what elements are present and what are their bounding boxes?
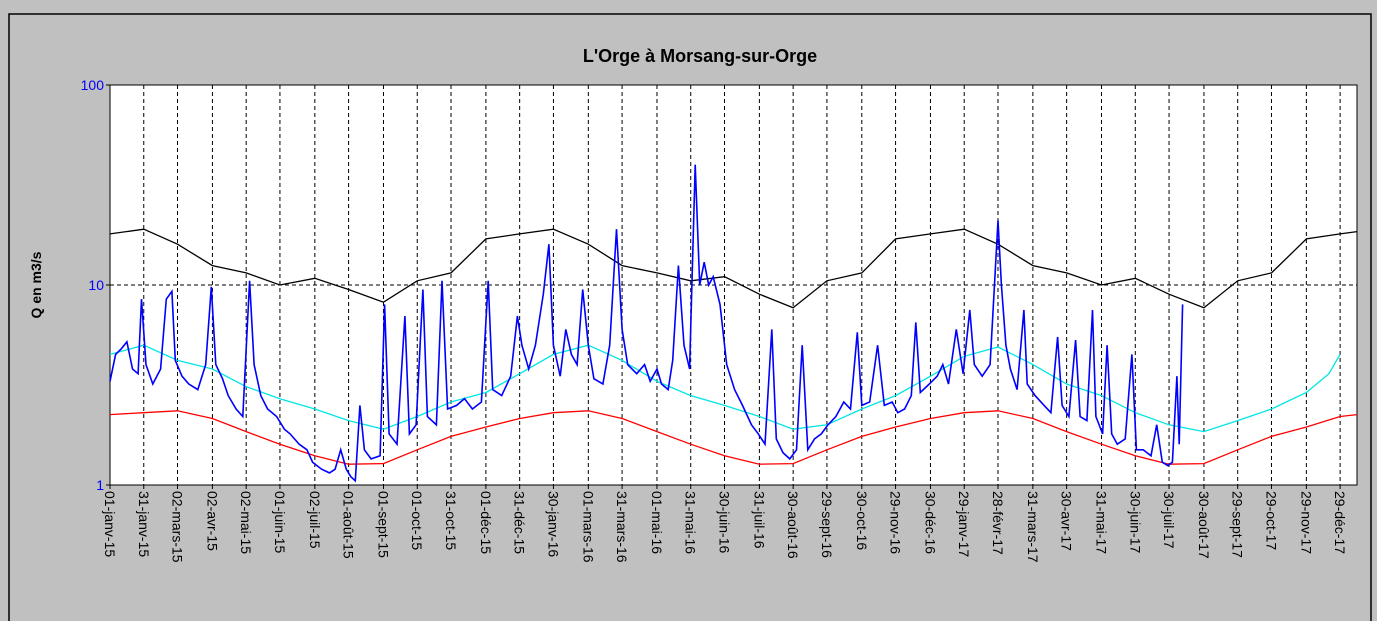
x-tick-label: 30-juil-17	[1161, 491, 1177, 549]
x-tick-label: 29-nov-16	[888, 491, 904, 554]
x-tick-label: 31-mai-16	[683, 491, 699, 554]
x-tick-label: 31-mars-17	[1025, 491, 1041, 563]
x-tick-label: 01-mars-16	[580, 491, 596, 563]
x-tick-label: 02-mai-15	[238, 491, 254, 554]
y-tick-label: 1	[96, 477, 104, 493]
x-tick-label: 30-avr-17	[1059, 491, 1075, 551]
x-tick-label: 31-mars-16	[614, 491, 630, 563]
x-tick-label: 31-déc-15	[512, 491, 528, 554]
series-line	[109, 228, 1358, 309]
x-tick-label: 31-juil-16	[751, 491, 767, 549]
x-tick-label: 30-janv-16	[545, 491, 561, 557]
x-tick-label: 29-déc-17	[1332, 491, 1348, 554]
y-axis-label: Q en m3/s	[28, 251, 44, 318]
x-tick-label: 30-août-17	[1196, 491, 1212, 559]
x-tick-label: 02-avr-15	[204, 491, 220, 551]
x-tick-label: 01-mai-16	[649, 491, 665, 554]
y-tick-label: 10	[88, 277, 104, 293]
x-tick-label: 29-janv-17	[956, 491, 972, 557]
chart-title: L'Orge à Morsang-sur-Orge	[583, 46, 817, 66]
x-tick-label: 31-mai-17	[1094, 491, 1110, 554]
x-tick-label: 02-mars-15	[170, 491, 186, 563]
x-tick-label: 29-oct-17	[1263, 491, 1279, 550]
x-tick-label: 29-sept-17	[1230, 491, 1246, 558]
x-tick-label: 30-août-16	[785, 491, 801, 559]
series-line	[109, 164, 1184, 483]
x-tick-label: 29-sept-16	[819, 491, 835, 558]
series-line	[109, 344, 1341, 433]
x-tick-label: 30-déc-16	[922, 491, 938, 554]
x-tick-label: 31-oct-15	[443, 491, 459, 550]
x-tick-label: 01-juin-15	[272, 491, 288, 553]
x-tick-label: 29-nov-17	[1298, 491, 1314, 554]
x-tick-label: 31-janv-15	[136, 491, 152, 557]
x-tick-label: 01-août-15	[341, 491, 357, 559]
x-tick-label: 30-oct-16	[854, 491, 870, 550]
x-tick-label: 02-juil-15	[307, 491, 323, 549]
x-tick-label: 28-févr-17	[990, 491, 1006, 555]
x-tick-label: 30-juin-17	[1127, 491, 1143, 553]
x-tick-label: 30-juin-16	[716, 491, 732, 553]
x-tick-label: 01-janv-15	[102, 491, 118, 557]
x-tick-label: 01-sept-15	[375, 491, 391, 558]
x-tick-label: 01-oct-15	[409, 491, 425, 550]
x-tick-label: 01-déc-15	[478, 491, 494, 554]
y-tick-label: 100	[81, 77, 105, 93]
